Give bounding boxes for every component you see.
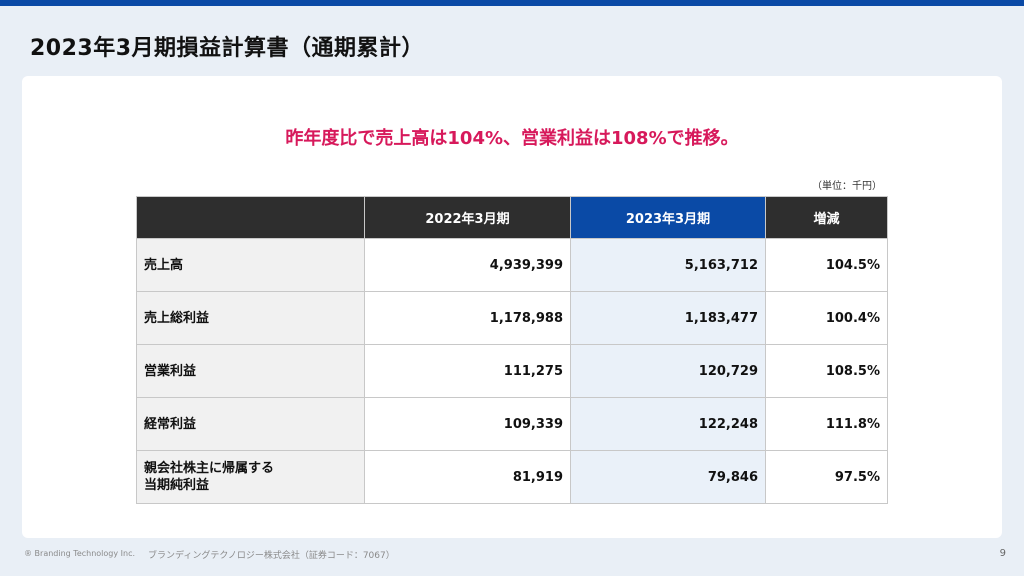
row-item-line2: 当期純利益 [144,478,210,493]
row-fy2022: 109,339 [364,397,571,451]
row-fy2022: 81,919 [364,450,571,504]
row-change: 104.5% [765,238,888,292]
row-change: 111.8% [765,397,888,451]
page-title: 2023年3月期損益計算書（通期累計） [30,36,425,61]
row-change: 108.5% [765,344,888,398]
row-item: 経常利益 [136,397,365,451]
row-fy2023: 5,163,712 [570,238,766,292]
header-fy2022: 2022年3月期 [364,196,571,239]
row-fy2022: 111,275 [364,344,571,398]
top-accent-bar [0,0,1024,6]
row-change: 100.4% [765,291,888,345]
table-row: 営業利益 111,275 120,729 108.5% [136,344,888,398]
row-item-line1: 親会社株主に帰属する [144,461,275,476]
header-change: 増減 [765,196,888,239]
headline: 昨年度比で売上高は104%、営業利益は108%で推移。 [285,128,739,149]
row-item: 親会社株主に帰属する 当期純利益 [136,450,365,504]
table-row: 売上総利益 1,178,988 1,183,477 100.4% [136,291,888,345]
company-name: ブランディングテクノロジー株式会社（証券コード：7067） [148,551,395,561]
header-item [136,196,365,239]
row-item: 売上総利益 [136,291,365,345]
table-row: 売上高 4,939,399 5,163,712 104.5% [136,238,888,292]
row-fy2022: 1,178,988 [364,291,571,345]
row-change: 97.5% [765,450,888,504]
content-card: 昨年度比で売上高は104%、営業利益は108%で推移。 （単位：千円） 2022… [22,76,1002,538]
row-fy2023: 1,183,477 [570,291,766,345]
row-fy2022: 4,939,399 [364,238,571,292]
header-fy2023: 2023年3月期 [570,196,766,239]
row-item: 売上高 [136,238,365,292]
row-fy2023: 79,846 [570,450,766,504]
row-item: 営業利益 [136,344,365,398]
page-number: 9 [999,548,1006,559]
row-fy2023: 122,248 [570,397,766,451]
income-statement-table: 2022年3月期 2023年3月期 増減 売上高 4,939,399 5,163… [136,196,888,504]
table-header-row: 2022年3月期 2023年3月期 増減 [136,196,888,239]
row-fy2023: 120,729 [570,344,766,398]
copyright: ® Branding Technology Inc. [24,549,136,558]
unit-note: （単位：千円） [812,181,882,192]
table-row: 経常利益 109,339 122,248 111.8% [136,397,888,451]
table-row: 親会社株主に帰属する 当期純利益 81,919 79,846 97.5% [136,450,888,504]
